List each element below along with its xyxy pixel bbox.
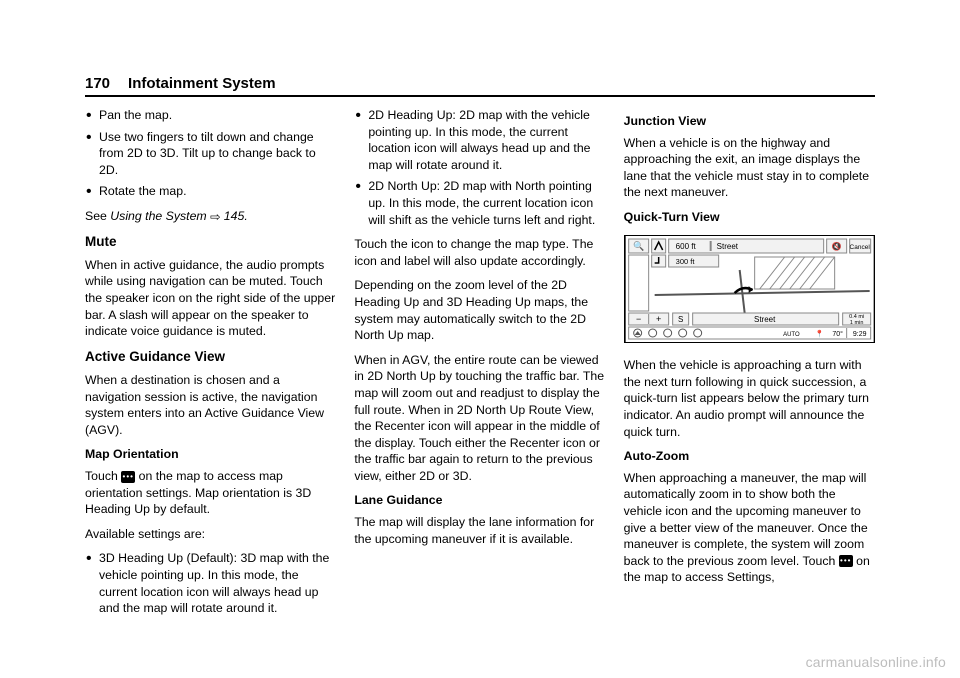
nav-bottom-street: Street: [754, 315, 776, 324]
nav-time: 9:29: [853, 331, 867, 338]
nav-compass: S: [678, 315, 683, 324]
svg-text:📍: 📍: [815, 329, 824, 338]
column-3: Junction View When a vehicle is on the h…: [624, 107, 875, 625]
list-item: 3D Heading Up (Default): 3D map with the…: [85, 550, 336, 616]
nav-sub-dist: 300 ft: [675, 257, 695, 266]
gesture-list: Pan the map. Use two fingers to tilt dow…: [85, 107, 336, 200]
nav-dist-bot: 1 min: [850, 320, 863, 326]
nav-display-image: 🔍 600 ft Street 🔇 Cancel 300 ft: [624, 235, 875, 343]
content-columns: Pan the map. Use two fingers to tilt dow…: [85, 107, 875, 625]
nav-top-dist: 600 ft: [675, 242, 696, 251]
nav-temp: 70°: [832, 330, 843, 338]
orientation-list: 3D Heading Up (Default): 3D map with the…: [85, 550, 336, 616]
watermark: carmanualsonline.info: [806, 654, 946, 670]
auto-zoom-heading: Auto-Zoom: [624, 448, 875, 465]
list-item: Rotate the map.: [85, 183, 336, 200]
xref-arrow-icon: ⇨: [210, 209, 220, 226]
svg-text:+: +: [656, 314, 661, 324]
list-item: Use two fingers to tilt down and change …: [85, 129, 336, 179]
options-icon: •••: [121, 471, 135, 483]
auto-zoom-paragraph: When approaching a maneuver, the map wil…: [624, 470, 875, 586]
page-header: 170 Infotainment System: [85, 75, 875, 97]
junction-view-paragraph: When a vehicle is on the highway and app…: [624, 135, 875, 201]
list-item: 2D North Up: 2D map with North pointing …: [354, 178, 605, 228]
available-settings-label: Available settings are:: [85, 526, 336, 543]
svg-text:🔍: 🔍: [633, 240, 644, 251]
nav-cancel: Cancel: [849, 244, 870, 251]
xref-text: Using the System: [110, 209, 210, 223]
quick-turn-heading: Quick-Turn View: [624, 209, 875, 226]
mute-paragraph: When in active guidance, the audio promp…: [85, 257, 336, 340]
agv-route-paragraph: When in AGV, the entire route can be vie…: [354, 352, 605, 485]
lane-guidance-heading: Lane Guidance: [354, 492, 605, 509]
svg-text:AUTO: AUTO: [783, 332, 800, 338]
zoom-switch-paragraph: Depending on the zoom level of the 2D He…: [354, 277, 605, 343]
page-number: 170: [85, 75, 110, 92]
nav-top-street: Street: [716, 242, 738, 251]
lane-guidance-paragraph: The map will display the lane informatio…: [354, 514, 605, 547]
list-item: Pan the map.: [85, 107, 336, 124]
svg-text:−: −: [636, 314, 641, 324]
column-2: 2D Heading Up: 2D map with the vehicle p…: [354, 107, 605, 625]
orientation-list-cont: 2D Heading Up: 2D map with the vehicle p…: [354, 107, 605, 228]
agv-heading: Active Guidance View: [85, 348, 336, 366]
quick-turn-paragraph: When the vehicle is approaching a turn w…: [624, 357, 875, 440]
mute-heading: Mute: [85, 233, 336, 251]
options-icon: •••: [839, 555, 853, 567]
map-orientation-heading: Map Orientation: [85, 446, 336, 463]
svg-text:🔇: 🔇: [831, 241, 841, 251]
column-1: Pan the map. Use two fingers to tilt dow…: [85, 107, 336, 625]
nav-hatch-area: [754, 257, 834, 289]
list-item: 2D Heading Up: 2D map with the vehicle p…: [354, 107, 605, 173]
map-orientation-paragraph: Touch ••• on the map to access map orien…: [85, 468, 336, 518]
map-type-paragraph: Touch the icon to change the map type. T…: [354, 236, 605, 269]
junction-view-heading: Junction View: [624, 113, 875, 130]
see-reference: See Using the System ⇨ 145.: [85, 208, 336, 225]
manual-page: 170 Infotainment System Pan the map. Use…: [85, 75, 875, 615]
chapter-title: Infotainment System: [128, 75, 276, 92]
agv-paragraph: When a destination is chosen and a navig…: [85, 372, 336, 438]
